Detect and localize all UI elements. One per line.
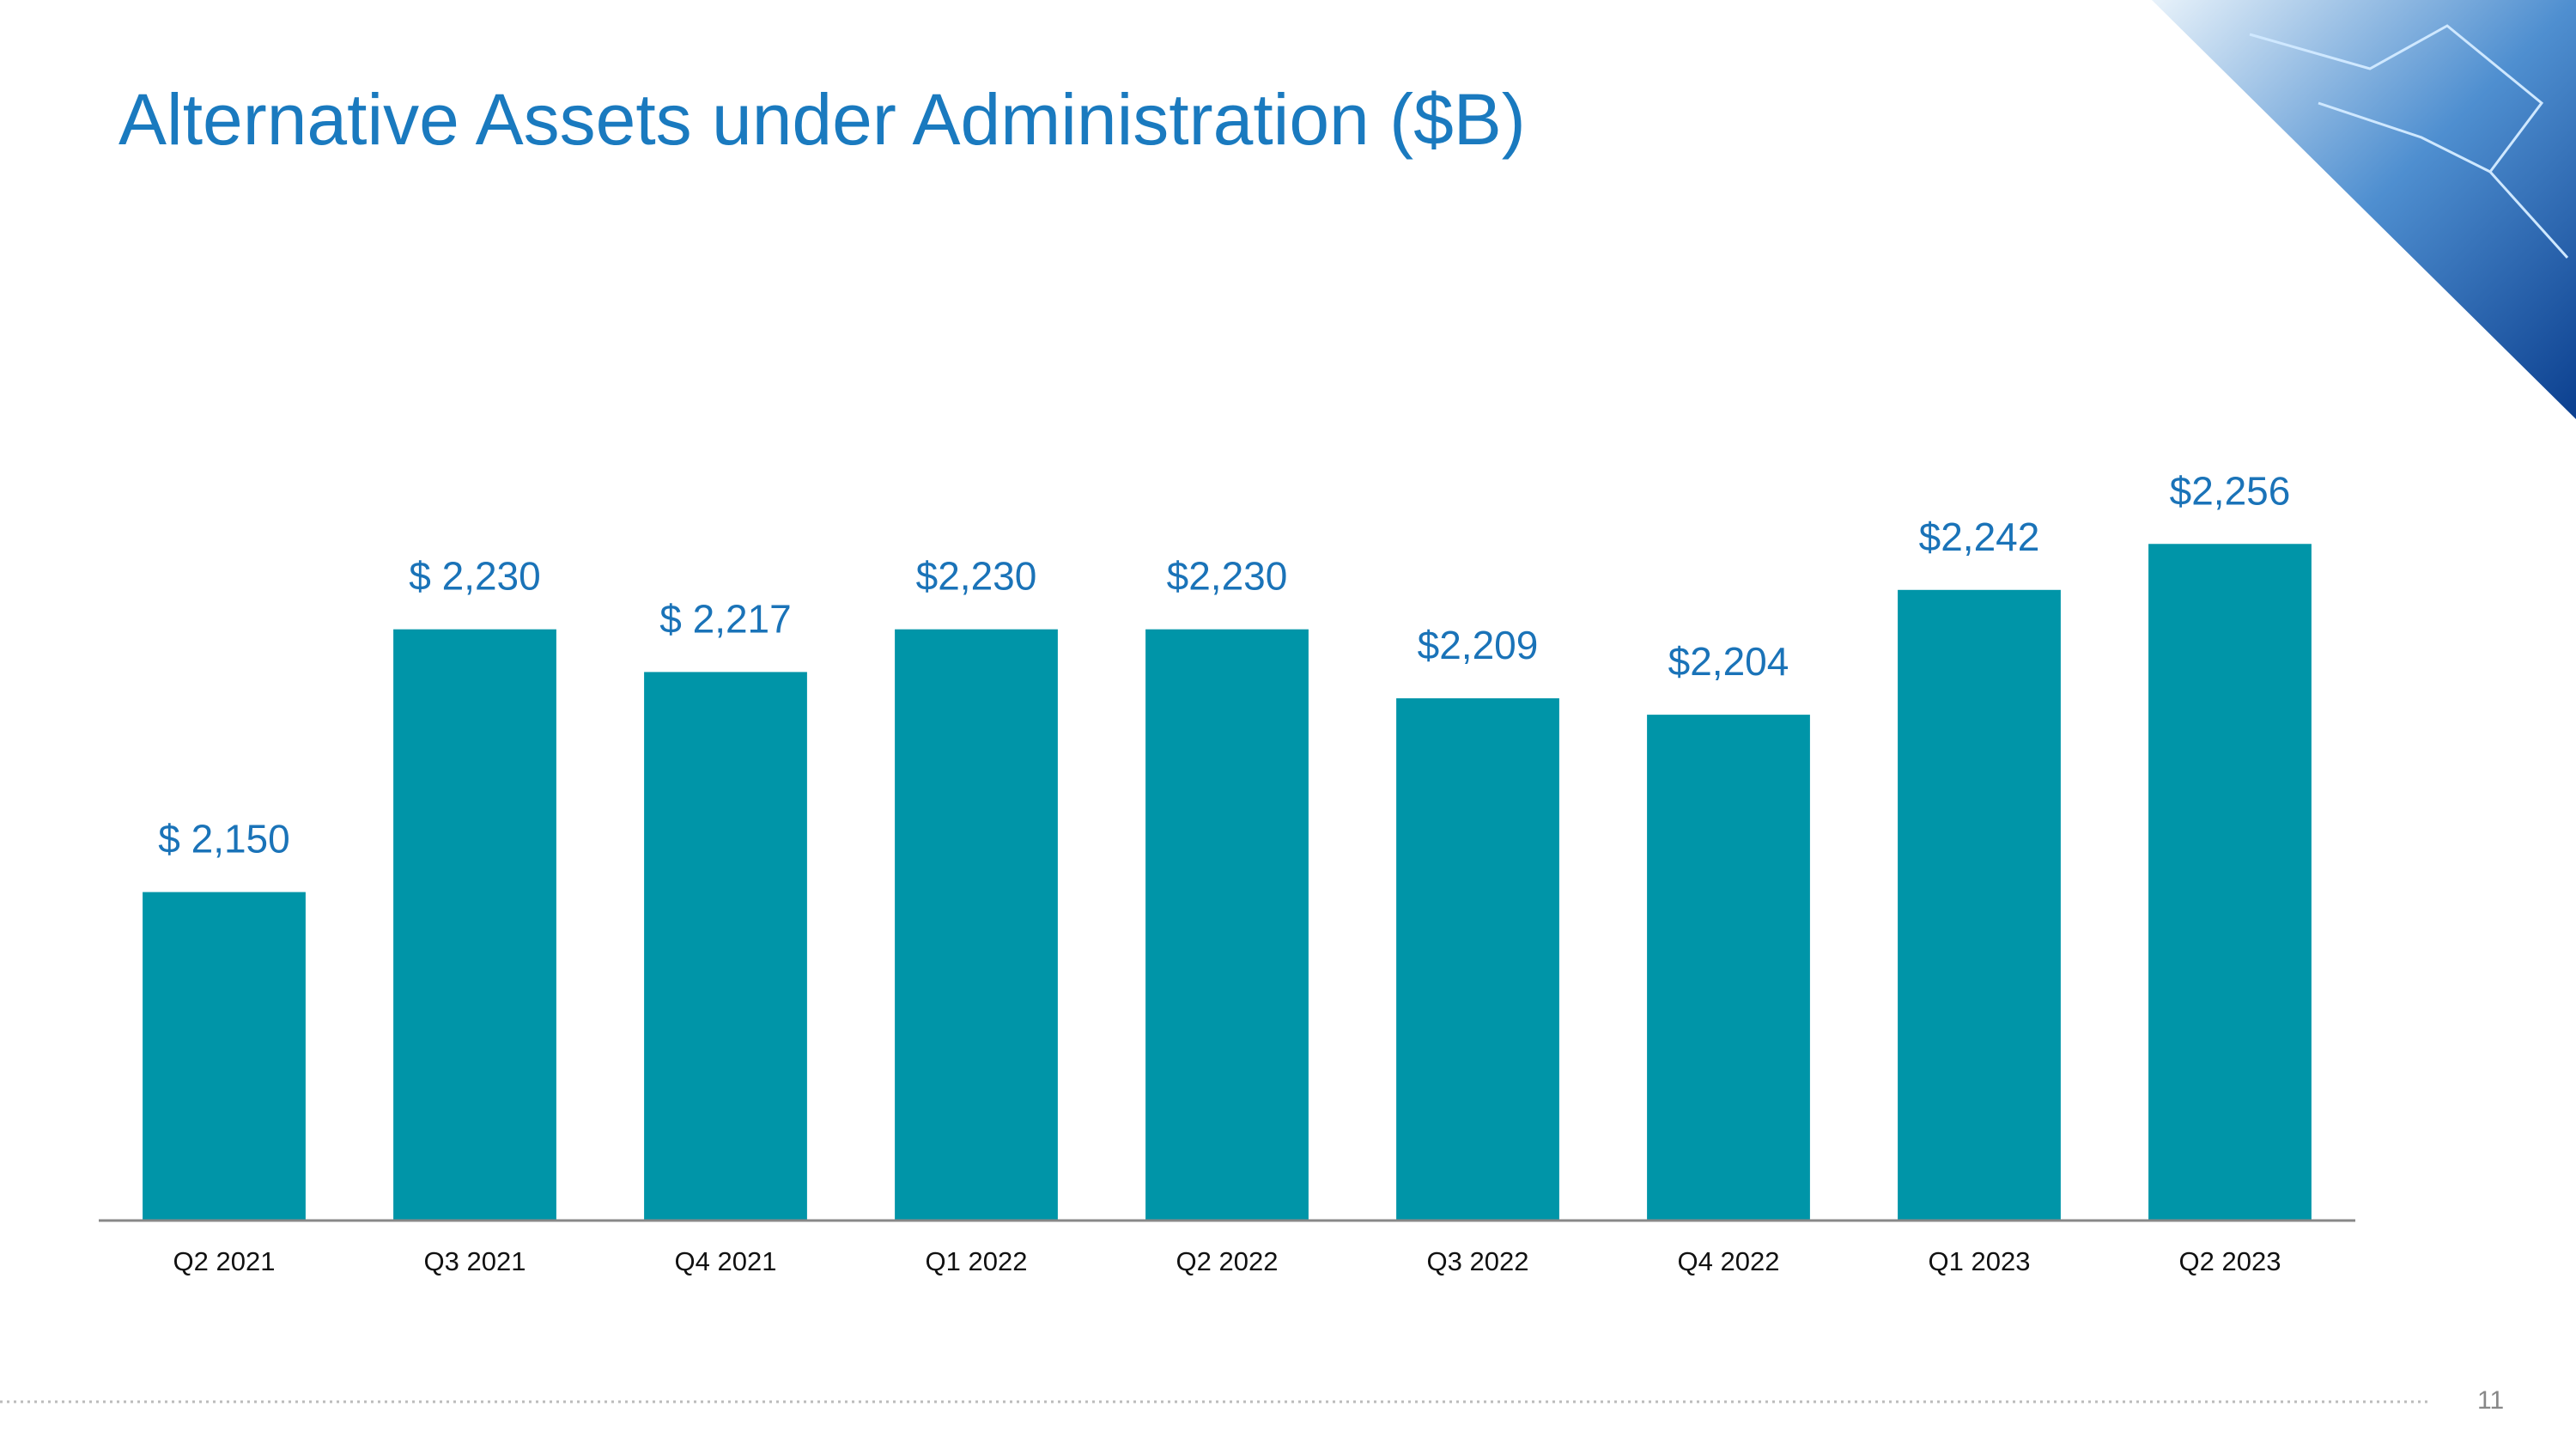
value-label: $2,242: [1919, 514, 2040, 559]
x-tick-label: Q1 2023: [1929, 1246, 2031, 1276]
page-number: 11: [2477, 1386, 2504, 1415]
bar: [1647, 715, 1810, 1221]
value-label: $ 2,150: [158, 817, 289, 861]
chart-title: Alternative Assets under Administration …: [118, 79, 1526, 160]
bar: [1898, 589, 2061, 1221]
bar: [2148, 544, 2312, 1221]
x-tick-label: Q3 2022: [1427, 1246, 1529, 1276]
x-tick-label: Q3 2021: [424, 1246, 526, 1276]
x-tick-label: Q1 2022: [926, 1246, 1028, 1276]
value-label: $2,204: [1668, 639, 1789, 684]
bar: [1396, 697, 1559, 1221]
decoration: [2152, 0, 2576, 419]
value-label: $ 2,230: [409, 554, 540, 599]
bar: [1145, 629, 1309, 1221]
plot: Q2 2021 $ 2,150 Q3 2021 $ 2,230 Q4 2021 $ 2,2…: [143, 468, 2312, 1276]
x-tick-label: Q2 2021: [173, 1246, 276, 1276]
x-tick-label: Q2 2022: [1176, 1246, 1279, 1276]
bar: [895, 629, 1058, 1221]
bar: [644, 672, 807, 1221]
value-label: $2,256: [2170, 468, 2291, 513]
value-label: $2,209: [1418, 623, 1539, 667]
value-label: $2,230: [916, 554, 1037, 599]
x-tick-label: Q4 2021: [675, 1246, 777, 1276]
value-label: $2,230: [1167, 554, 1288, 599]
bar: [143, 892, 306, 1221]
x-tick-label: Q2 2023: [2179, 1246, 2281, 1276]
x-tick-label: Q4 2022: [1678, 1246, 1780, 1276]
network-lines: [2249, 24, 2569, 259]
bar: [393, 629, 556, 1221]
value-label: $ 2,217: [659, 596, 791, 641]
